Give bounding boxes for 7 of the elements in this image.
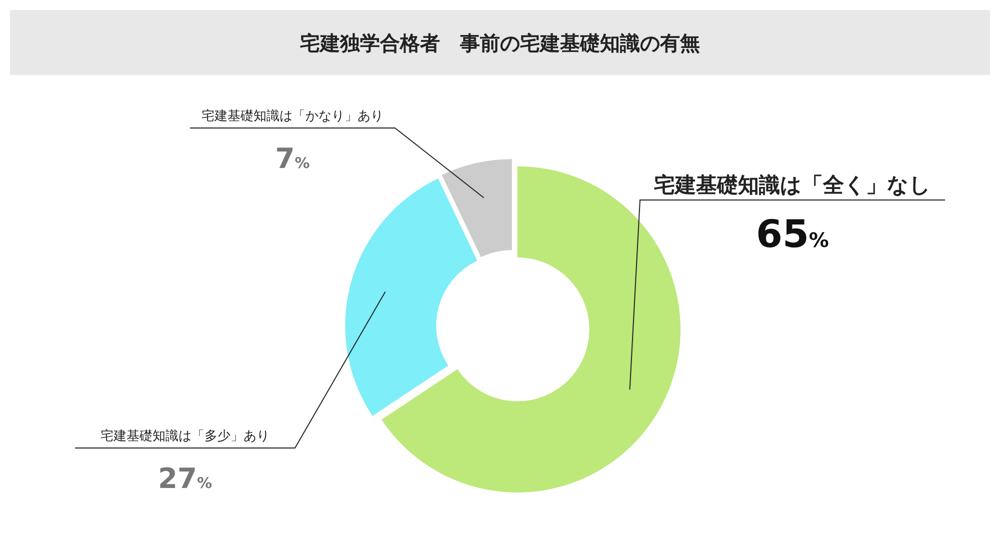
data-label: 65%	[756, 212, 829, 256]
data-label: 27%	[158, 462, 212, 495]
slice-label: 宅建基礎知識は「多少」あり	[100, 428, 270, 444]
slice-label: 宅建基礎知識は「かなり」あり	[202, 108, 384, 124]
chart-title: 宅建独学合格者 事前の宅建基礎知識の有無	[300, 31, 700, 55]
slice-label: 宅建基礎知識は「全く」なし	[654, 173, 931, 197]
data-label: 7%	[275, 142, 310, 175]
